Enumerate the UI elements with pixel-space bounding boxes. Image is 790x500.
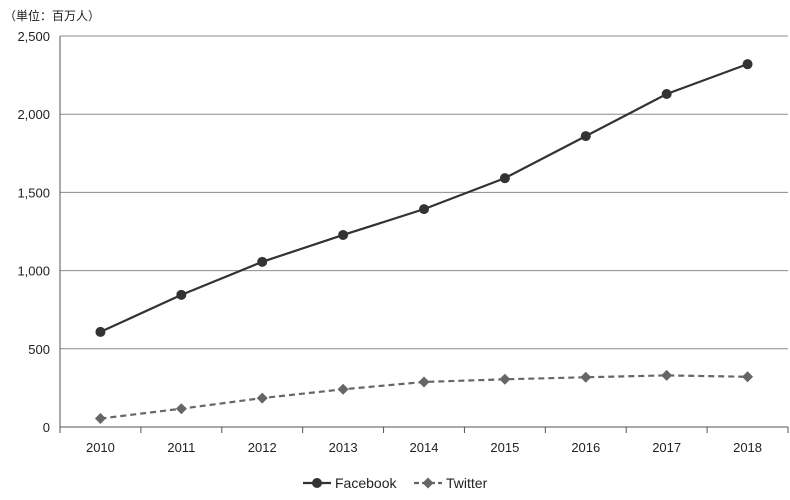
y-tick-label: 1,000 (17, 264, 50, 279)
x-tick-label: 2012 (248, 440, 277, 455)
y-tick-label: 1,500 (17, 185, 50, 200)
twitter-point (580, 371, 592, 383)
facebook-point (499, 173, 510, 184)
legend-label: Facebook (335, 475, 397, 491)
twitter-point (94, 413, 106, 425)
y-tick-label: 2,000 (17, 107, 50, 122)
series-facebook (95, 59, 753, 337)
gridlines (60, 35, 788, 350)
facebook-line (99, 63, 748, 333)
y-tick-label: 500 (28, 342, 50, 357)
x-tick-label: 2017 (652, 440, 681, 455)
legend-label: Twitter (446, 475, 488, 491)
x-tick-label: 2015 (490, 440, 519, 455)
twitter-point (256, 392, 268, 404)
x-tick-label: 2013 (329, 440, 358, 455)
unit-note: （単位：百万人） (4, 8, 100, 23)
x-tick-label: 2018 (733, 440, 762, 455)
facebook-point (661, 89, 672, 100)
facebook-point (338, 229, 349, 240)
twitter-point (422, 477, 434, 489)
twitter-point (661, 369, 673, 381)
x-tick-label: 2016 (571, 440, 600, 455)
series-twitter (94, 369, 754, 425)
twitter-point (742, 371, 754, 383)
facebook-point (257, 256, 268, 267)
y-tick-label: 0 (43, 420, 50, 435)
legend-item-facebook: Facebook (303, 475, 397, 491)
x-tick-label: 2014 (410, 440, 439, 455)
x-tick-label: 2010 (86, 440, 115, 455)
legend: Facebook Twitter (303, 475, 488, 491)
twitter-point (418, 376, 430, 388)
facebook-point (95, 326, 106, 337)
y-tick-label: 2,500 (17, 29, 50, 44)
twitter-point (175, 403, 187, 415)
twitter-point (499, 373, 511, 385)
x-tick-label: 2011 (167, 440, 195, 455)
series-group (94, 59, 754, 425)
facebook-point (580, 131, 591, 142)
facebook-point (742, 59, 753, 70)
twitter-point (337, 383, 349, 395)
axes: 0 500 1,000 1,500 2,000 2,500 2010 2011 2012 2013… (17, 29, 789, 455)
legend-item-twitter: Twitter (414, 475, 488, 491)
facebook-point (419, 204, 429, 215)
facebook-point (176, 289, 187, 300)
facebook-point (312, 478, 322, 488)
